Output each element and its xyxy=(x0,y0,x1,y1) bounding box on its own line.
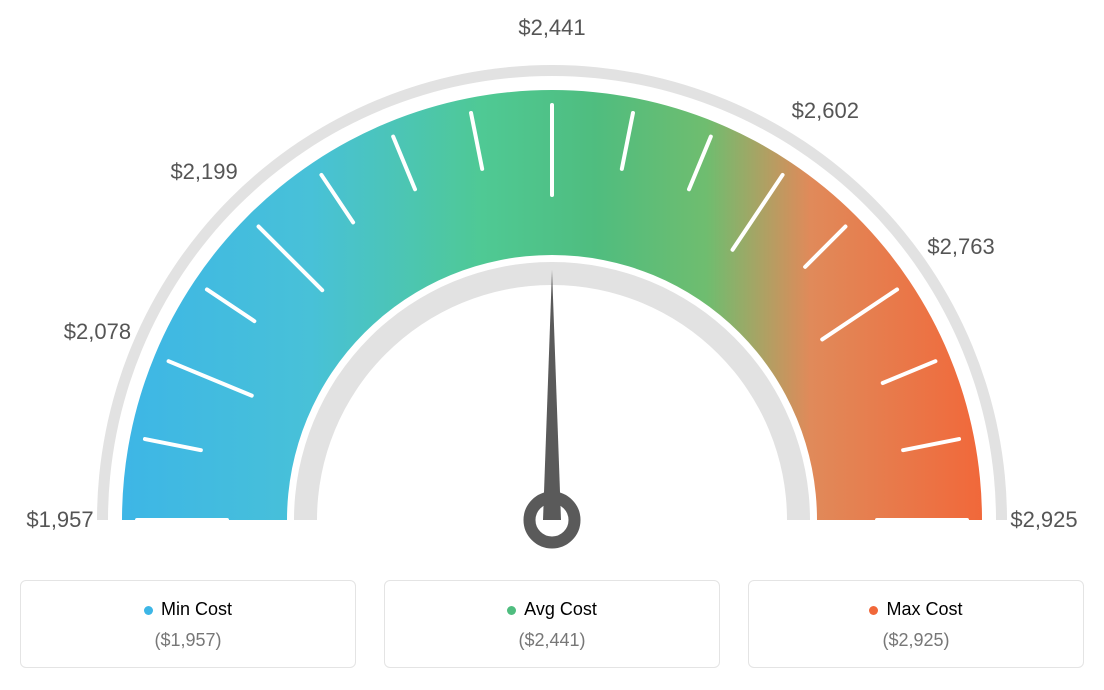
legend-card-avg: Avg Cost ($2,441) xyxy=(384,580,720,668)
gauge-tick-label: $1,957 xyxy=(26,507,93,533)
legend-title-max: Max Cost xyxy=(759,599,1073,620)
legend-title-text: Max Cost xyxy=(886,599,962,619)
legend-card-max: Max Cost ($2,925) xyxy=(748,580,1084,668)
legend-title-avg: Avg Cost xyxy=(395,599,709,620)
legend-value-max: ($2,925) xyxy=(759,630,1073,651)
legend-value-min: ($1,957) xyxy=(31,630,345,651)
legend-title-text: Min Cost xyxy=(161,599,232,619)
dot-icon xyxy=(144,606,153,615)
dot-icon xyxy=(869,606,878,615)
gauge-tick-label: $2,763 xyxy=(927,234,994,260)
legend-card-min: Min Cost ($1,957) xyxy=(20,580,356,668)
legend-row: Min Cost ($1,957) Avg Cost ($2,441) Max … xyxy=(20,580,1084,668)
legend-title-min: Min Cost xyxy=(31,599,345,620)
legend-value-avg: ($2,441) xyxy=(395,630,709,651)
gauge-tick-label: $2,199 xyxy=(170,159,237,185)
legend-title-text: Avg Cost xyxy=(524,599,597,619)
gauge-tick-label: $2,078 xyxy=(64,319,131,345)
dot-icon xyxy=(507,606,516,615)
gauge-tick-label: $2,925 xyxy=(1010,507,1077,533)
gauge-tick-label: $2,602 xyxy=(792,98,859,124)
gauge-tick-label: $2,441 xyxy=(518,15,585,41)
cost-gauge: $1,957$2,078$2,199$2,441$2,602$2,763$2,9… xyxy=(20,20,1084,560)
gauge-svg xyxy=(20,20,1084,560)
